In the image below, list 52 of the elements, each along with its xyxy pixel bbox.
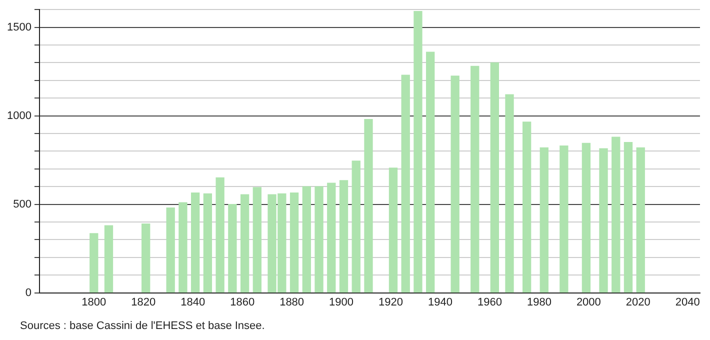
bar [470,66,480,293]
bar [540,147,548,293]
x-tick-label: 2040 [675,296,700,308]
bar [364,119,373,293]
bar [302,186,311,293]
bar [352,160,360,293]
bar [401,74,410,293]
x-tick-label: 1840 [180,296,206,308]
y-tick-label: 1000 [6,110,32,122]
bar [90,233,98,293]
bar [252,187,262,293]
source-note: Sources : base Cassini de l'EHESS et base Insee. [20,320,265,332]
bar [490,62,499,293]
bar [505,94,514,293]
x-tick-label: 1820 [131,296,156,308]
bar [388,168,398,293]
bar [612,136,620,293]
x-tick-label: 1960 [477,296,502,308]
bar [327,182,336,293]
bar [522,122,532,293]
y-tick-label: 500 [13,198,32,210]
y-tick-label: 0 [25,286,32,299]
bar [166,208,175,293]
x-tick-label: 1980 [526,296,552,308]
bar [203,193,212,293]
x-tick-label: 1860 [230,296,255,308]
bar [178,202,188,293]
bar [240,194,250,293]
bar [582,142,591,293]
bar [190,192,200,293]
y-tick-label: 1500 [6,21,32,34]
bar [314,186,324,293]
bar [228,204,237,293]
x-tick-label: 1800 [82,296,106,308]
x-tick-label: 1920 [378,296,404,308]
x-tick-label: 1880 [280,296,304,308]
bar [339,180,348,293]
bar [599,148,608,293]
bar [216,177,224,293]
x-tick-label: 2020 [626,296,650,308]
bar [636,147,645,293]
bar [414,11,422,293]
x-tick-label: 2000 [576,296,601,308]
x-tick-label: 1940 [428,296,452,308]
bar [104,225,114,293]
bar [290,192,299,293]
x-tick-label: 1900 [329,296,354,308]
bar [624,142,633,293]
bar [450,76,460,293]
bar [426,52,435,293]
bar [142,223,150,293]
bar [560,146,568,293]
